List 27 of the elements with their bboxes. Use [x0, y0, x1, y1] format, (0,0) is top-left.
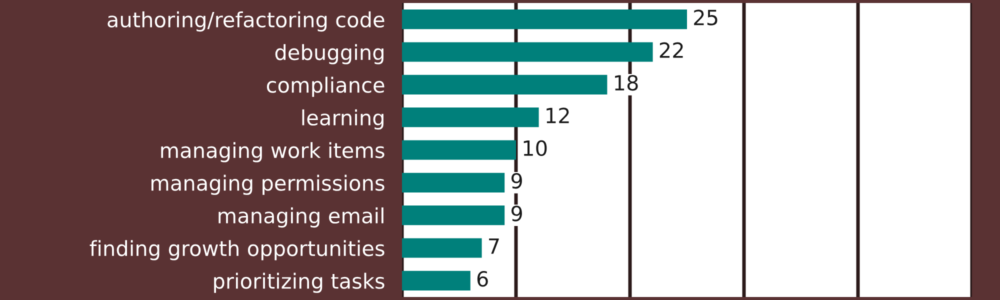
data-label: 10 — [524, 140, 547, 156]
bar — [402, 206, 505, 226]
bar — [402, 172, 505, 192]
y-tick-label: managing email — [218, 207, 384, 228]
bar — [402, 42, 653, 62]
bar — [402, 238, 482, 258]
bar — [402, 74, 608, 94]
data-label: 6 — [477, 270, 488, 287]
y-tick-label: learning — [302, 109, 384, 130]
y-tick-label: debugging — [275, 44, 384, 64]
data-label: 25 — [694, 10, 718, 26]
data-label: 7 — [489, 238, 499, 254]
y-tick-label: prioritizing tasks — [214, 272, 384, 293]
y-tick-label: finding growth opportunities — [90, 240, 384, 260]
y-tick-label: authoring/refactoring code — [108, 11, 384, 32]
y-tick-label: managing work items — [161, 142, 384, 162]
bar — [402, 140, 516, 160]
y-tick-label: compliance — [266, 76, 384, 97]
data-label: 9 — [511, 172, 522, 189]
bar — [402, 108, 539, 128]
y-tick-label: managing permissions — [152, 174, 384, 195]
bar — [402, 270, 470, 290]
data-label: 18 — [615, 74, 638, 91]
data-label: 22 — [660, 42, 683, 58]
bar — [402, 10, 687, 30]
data-label: 9 — [511, 206, 522, 222]
data-label: 12 — [546, 108, 569, 124]
